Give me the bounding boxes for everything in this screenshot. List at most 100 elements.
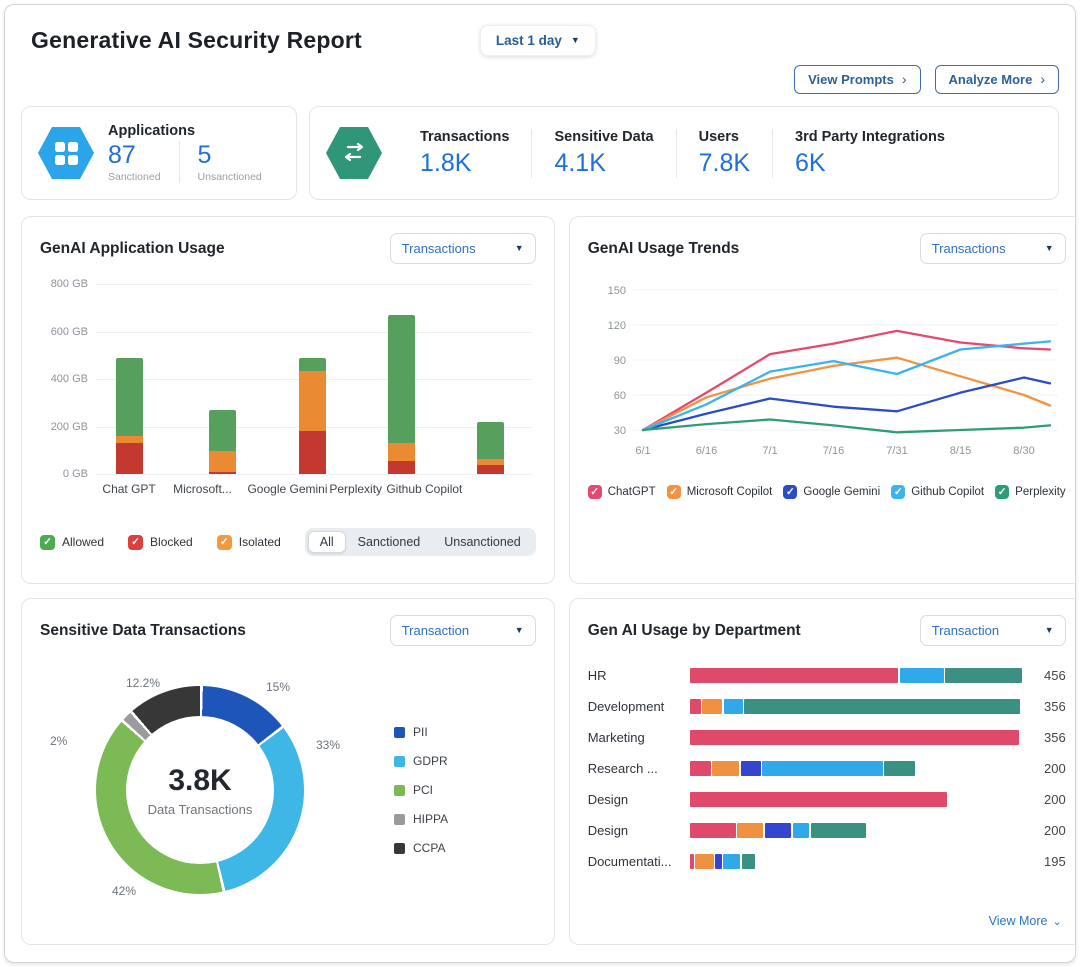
department-label: Marketing [587, 730, 645, 745]
svg-text:8/30: 8/30 [1013, 445, 1034, 457]
legend-label: Isolated [238, 535, 281, 549]
usage-trends-metric-dropdown[interactable]: Transactions ▼ [919, 233, 1066, 264]
legend-label: CCPA [413, 841, 446, 855]
metric-value: 7.8K [698, 148, 751, 177]
app-usage-metric-dropdown[interactable]: Transactions ▼ [389, 233, 536, 264]
bar-segment-teal [945, 668, 1022, 683]
legend-checkbox[interactable]: ✓ [891, 485, 906, 499]
metric-column: Sensitive Data 4.1K [531, 128, 675, 178]
department-row: HR 456 [588, 660, 1066, 691]
metric-label: 3rd Party Integrations [795, 128, 945, 145]
svg-text:6/16: 6/16 [695, 445, 716, 457]
legend-item-google-gemini: ✓ Google Gemini [783, 485, 880, 499]
sanction-filter-segmented-control: All Sanctioned Unsanctioned [304, 528, 536, 556]
app-usage-title: GenAI Application Usage [40, 239, 225, 257]
svg-text:90: 90 [613, 355, 625, 367]
department-label: Design [587, 792, 629, 807]
stacked-bar [298, 284, 326, 474]
legend-label: PCI [413, 783, 434, 797]
legend-swatch [394, 842, 405, 854]
stacked-bar [387, 284, 415, 474]
app-usage-legend: ✓ Allowed ✓ Blocked ✓ Isolated All Sanctioned Un… [40, 528, 536, 556]
bar-segment-allowed [208, 409, 236, 452]
stats-row: Applications 87 Sanctioned 5 Unsanctione… [21, 106, 1059, 200]
usage-trends-title: GenAI Usage Trends [587, 239, 740, 257]
stacked-bar [477, 284, 505, 474]
bar-segment-indigo [764, 823, 792, 838]
department-label: Development [587, 699, 665, 714]
y-axis-tick-label: 200 GB [50, 420, 88, 433]
donut-legend: PII GDPR PCI HIPPA CCPA [394, 725, 448, 855]
department-bar-track [689, 730, 1022, 745]
department-value: 200 [1043, 761, 1066, 776]
legend-checkbox[interactable]: ✓ [40, 534, 55, 550]
legend-item-pci[interactable]: PCI [394, 783, 448, 797]
legend-label: Allowed [62, 535, 105, 549]
bar-segment-allowed [116, 357, 144, 436]
department-value: 456 [1043, 668, 1066, 683]
bar-segment-blocked [477, 464, 505, 474]
y-axis-tick-label: 800 GB [50, 278, 88, 290]
legend-checkbox[interactable]: ✓ [587, 485, 602, 499]
department-value: 195 [1043, 854, 1066, 869]
bar-segment-isolated [387, 443, 415, 461]
legend-checkbox[interactable]: ✓ [128, 534, 144, 550]
charts-grid: GenAI Application Usage Transactions ▼ 8… [21, 216, 1075, 945]
legend-item-hippa[interactable]: HIPPA [394, 812, 448, 826]
bar-segment-crimson [689, 761, 711, 776]
department-value: 200 [1043, 823, 1066, 838]
legend-checkbox[interactable]: ✓ [666, 485, 681, 499]
line-series-github-copilot [641, 340, 1051, 432]
chevron-down-icon: ▼ [514, 243, 524, 253]
legend-checkbox[interactable]: ✓ [995, 485, 1010, 499]
legend-swatch [394, 784, 405, 796]
analyze-more-button[interactable]: Analyze More › [934, 65, 1059, 94]
view-more-link[interactable]: View More ⌄ [989, 914, 1062, 928]
bar-segment-lightblue [723, 854, 741, 869]
segment-option-sanctioned[interactable]: Sanctioned [357, 535, 421, 549]
legend-item-gdpr[interactable]: GDPR [394, 754, 448, 768]
legend-label: GDPR [413, 754, 448, 768]
legend-item-pii[interactable]: PII [394, 725, 448, 739]
legend-label: PII [413, 725, 428, 739]
slice-percent-label-hippa: 2% [50, 734, 68, 748]
metrics-columns: Transactions 1.8K Sensitive Data 4.1K Users 7… [398, 128, 1042, 178]
dashboard: Generative AI Security Report Last 1 day… [4, 4, 1076, 963]
header-actions: View Prompts › Analyze More › [21, 65, 1059, 94]
department-row: Documentati... 195 [588, 846, 1066, 877]
time-range-dropdown[interactable]: Last 1 day ▼ [479, 25, 596, 56]
donut-center-label: Data Transactions [147, 801, 253, 817]
department-metric-dropdown[interactable]: Transaction ▼ [919, 615, 1066, 646]
dropdown-value: Transaction [401, 623, 470, 638]
department-stacked-bar [689, 761, 916, 776]
chevron-down-icon: ▼ [514, 625, 524, 635]
legend-item-microsoft-copilot: ✓ Microsoft Copilot [666, 485, 773, 499]
metric-label: Transactions [420, 128, 510, 145]
applications-card: Applications 87 Sanctioned 5 Unsanctione… [21, 106, 297, 200]
legend-checkbox[interactable]: ✓ [783, 485, 798, 499]
bar-segment-crimson [689, 730, 1020, 745]
segment-option-unsanctioned[interactable]: Unsanctioned [444, 535, 521, 549]
bar-segment-orange [695, 854, 714, 869]
bar-segment-allowed [387, 314, 415, 444]
legend-label: Microsoft Copilot [686, 486, 773, 498]
bar-segment-isolated [208, 451, 236, 472]
svg-text:8/15: 8/15 [949, 445, 970, 457]
bar-category-label: Chat GPT [102, 482, 156, 496]
view-prompts-button[interactable]: View Prompts › [794, 65, 921, 94]
stacked-bar [116, 284, 144, 474]
legend-swatch [394, 813, 405, 825]
view-more-label: View More [988, 914, 1048, 928]
department-bar-track [689, 854, 1022, 869]
bar-segment-teal [810, 823, 866, 838]
sensitive-data-metric-dropdown[interactable]: Transaction ▼ [389, 615, 536, 646]
legend-label: Google Gemini [803, 486, 881, 498]
department-bar-track [689, 761, 1022, 776]
segment-option-all[interactable]: All [307, 531, 346, 553]
gridline [96, 474, 532, 475]
bar-segment-allowed [477, 421, 505, 459]
legend-checkbox[interactable]: ✓ [216, 534, 232, 550]
department-row: Design 200 [588, 815, 1066, 846]
bar-segment-crimson [689, 854, 694, 869]
legend-item-ccpa[interactable]: CCPA [394, 841, 448, 855]
